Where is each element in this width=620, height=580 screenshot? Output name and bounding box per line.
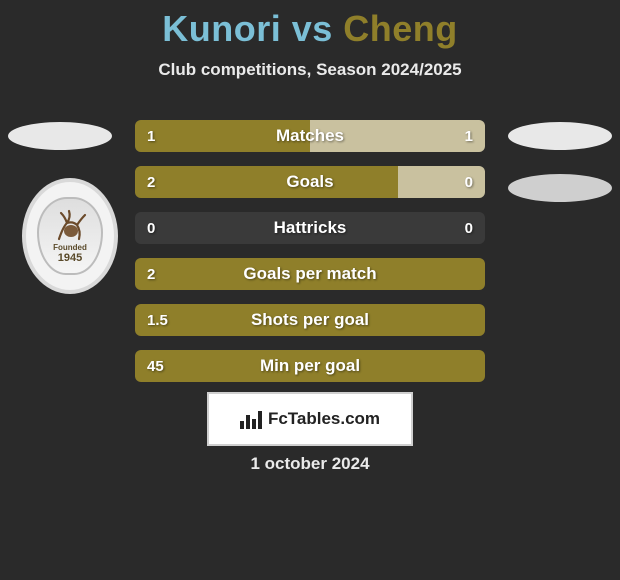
stat-row: Hattricks0 0: [135, 212, 485, 244]
footer-date: 1 october 2024: [0, 454, 620, 474]
player-b-name: Cheng: [343, 8, 458, 49]
player-b-badge-placeholder-1: [508, 122, 612, 150]
branding-badge: FcTables.com: [207, 392, 413, 446]
club-crest-inner: Founded 1945: [37, 197, 103, 275]
club-crest: Founded 1945: [22, 178, 118, 294]
comparison-title: Kunori vs Cheng: [0, 0, 620, 50]
stat-row: Shots per goal1.5: [135, 304, 485, 336]
stat-row: Matches11: [135, 120, 485, 152]
player-a-badge-placeholder: [8, 122, 112, 150]
deer-icon: [51, 209, 89, 243]
stat-bar-left: [135, 120, 310, 152]
stat-value-left: 0: [147, 212, 155, 244]
stat-row: Goals20: [135, 166, 485, 198]
stat-bar-left: [135, 304, 485, 336]
player-a-name: Kunori: [162, 8, 281, 49]
stat-row: Goals per match2: [135, 258, 485, 290]
crest-founded-year: 1945: [58, 252, 82, 264]
stat-value-right: 0: [465, 212, 473, 244]
stat-bar-right: [310, 120, 485, 152]
stat-bar-left: [135, 166, 398, 198]
stat-bar-left: [135, 258, 485, 290]
branding-text: FcTables.com: [268, 409, 380, 429]
stat-label: Hattricks: [135, 212, 485, 244]
stat-row: Min per goal45: [135, 350, 485, 382]
stat-bar-right: [398, 166, 486, 198]
stats-bar-chart: Matches11 Goals20 Hattricks0 0 Goals per mat…: [135, 120, 485, 396]
comparison-subtitle: Club competitions, Season 2024/2025: [0, 60, 620, 80]
branding-logo-icon: [240, 409, 262, 429]
vs-separator: vs: [292, 8, 333, 49]
player-b-badge-placeholder-2: [508, 174, 612, 202]
crest-founded-label: Founded: [53, 243, 87, 252]
stat-bar-left: [135, 350, 485, 382]
